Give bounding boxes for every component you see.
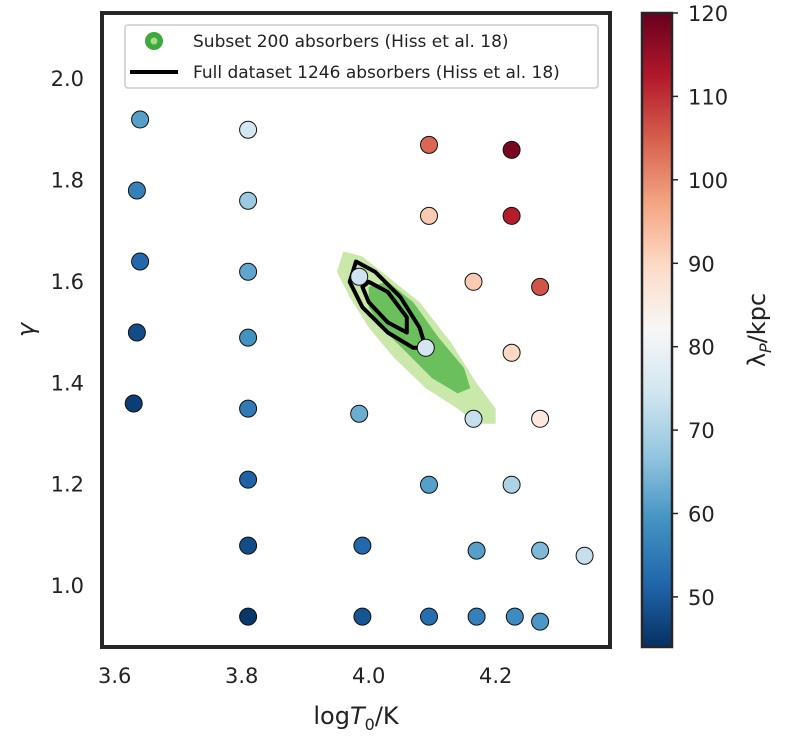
scatter-point	[239, 262, 258, 281]
legend-label-subset: Subset 200 absorbers (Hiss et al. 18)	[193, 32, 509, 52]
colorbar-tick-label: 100	[688, 169, 728, 193]
scatter-point	[531, 409, 550, 428]
legend-box	[124, 24, 599, 89]
scatter-point	[239, 328, 258, 347]
y-axis-ticks: 1.0 1.2 1.4 1.6 1.8 2.0	[51, 67, 84, 598]
x-tick-label: 4.0	[352, 664, 385, 688]
scatter-point	[239, 607, 258, 626]
y-tick-label: 1.2	[51, 473, 84, 497]
scatter-point	[131, 110, 150, 129]
scatter-point	[531, 277, 550, 296]
scatter-point	[127, 323, 146, 342]
y-tick-label: 1.6	[51, 270, 84, 294]
colorbar-tick-label: 90	[688, 252, 715, 276]
colorbar-tick-label: 80	[688, 336, 715, 360]
scatter-point	[131, 252, 150, 271]
colorbar-tick-label: 60	[688, 503, 715, 527]
y-tick-label: 1.4	[51, 371, 84, 395]
y-tick-label: 1.8	[51, 168, 84, 192]
scatter-point	[350, 267, 369, 286]
scatter-point	[420, 135, 438, 154]
scatter-point	[124, 394, 143, 413]
legend-entry-subset: Subset 200 absorbers (Hiss et al. 18)	[145, 32, 509, 52]
legend: Subset 200 absorbers (Hiss et al. 18) Fu…	[124, 24, 599, 89]
y-tick-label: 1.0	[51, 574, 84, 598]
legend-marker-subset-center	[150, 37, 158, 45]
scatter-point	[575, 546, 594, 565]
scatter-point	[502, 140, 521, 159]
scatter-point	[467, 541, 486, 560]
scatter-point	[239, 191, 258, 210]
x-axis-ticks: 3.6 3.8 4.0 4.2	[98, 664, 512, 688]
plot-area	[100, 11, 612, 649]
legend-entry-full: Full dataset 1246 absorbers (Hiss et al.…	[130, 63, 560, 83]
x-tick-label: 3.6	[98, 664, 131, 688]
scatter-point	[350, 404, 369, 423]
scatter-point	[416, 338, 435, 357]
colorbar-tick-label: 110	[688, 85, 728, 109]
scatter-point	[239, 399, 258, 418]
scatter-layer	[124, 110, 594, 631]
x-axis-label: logT0/K	[313, 702, 400, 734]
contour-subset-inner	[368, 281, 471, 394]
y-axis-label: γ	[12, 321, 40, 337]
y-tick-label: 2.0	[51, 67, 84, 91]
scatter-point	[353, 607, 372, 626]
scatter-point	[420, 475, 438, 494]
scatter-point	[464, 409, 483, 428]
colorbar-body	[640, 11, 674, 649]
scatter-point	[531, 612, 550, 631]
scatter-point	[464, 272, 483, 291]
colorbar-tick-label: 70	[688, 419, 715, 443]
legend-label-full: Full dataset 1246 absorbers (Hiss et al.…	[193, 63, 560, 83]
scatter-point	[239, 120, 258, 139]
scatter-point	[353, 536, 372, 555]
x-tick-label: 4.2	[479, 664, 512, 688]
colorbar-tick-label: 50	[688, 586, 715, 610]
scatter-point	[467, 607, 486, 626]
colorbar-label: λP/kpc	[743, 293, 775, 367]
scatter-point	[531, 541, 550, 560]
x-tick-label: 3.8	[225, 664, 258, 688]
colorbar-tick-label: 120	[688, 2, 728, 26]
colorbar: 50 60 70 80 90 100 110 120 λP/kpc	[640, 2, 775, 649]
scatter-point	[127, 181, 146, 200]
scatter-point	[502, 475, 521, 494]
colorbar-ticks: 50 60 70 80 90 100 110 120	[672, 2, 728, 610]
scatter-point	[420, 607, 438, 626]
scatter-point	[502, 343, 521, 362]
contour-full-inner	[360, 279, 409, 335]
scatter-point	[505, 607, 524, 626]
scatter-point	[239, 536, 258, 555]
scatter-point	[239, 470, 258, 489]
scatter-point	[502, 206, 521, 225]
scatter-point	[420, 206, 438, 225]
plot-frame	[100, 11, 612, 649]
